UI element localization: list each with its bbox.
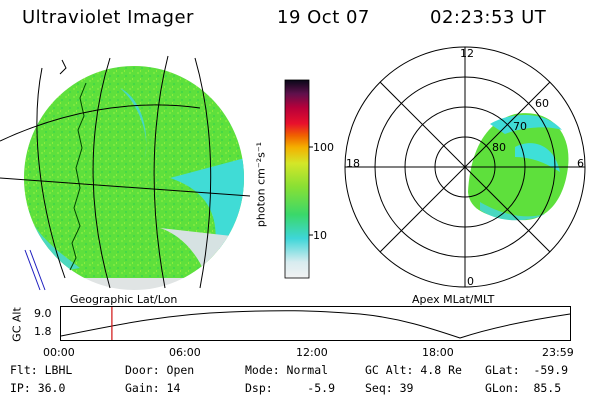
colorbar-unit-label: photon cm⁻²s⁻¹ bbox=[254, 141, 268, 228]
mlat-label-80: 80 bbox=[492, 141, 506, 154]
time-tick-0000: 00:00 bbox=[43, 346, 75, 359]
time-tick-1200: 12:00 bbox=[296, 346, 328, 359]
geo-grid bbox=[0, 55, 251, 289]
mode-value: Mode: Normal bbox=[245, 363, 329, 377]
time-tick-0600: 06:00 bbox=[169, 346, 201, 359]
altitude-axis-label: GC Alt bbox=[10, 307, 24, 342]
altitude-timeline-plot bbox=[60, 306, 571, 341]
colorbar-tick-10: 10 bbox=[313, 229, 327, 242]
gc-altitude-value: GC Alt: 4.8 Re bbox=[365, 363, 462, 377]
observation-date: 19 Oct 07 bbox=[277, 7, 370, 28]
polar-mlat-mlt-plot bbox=[344, 46, 586, 288]
mlat-label-70: 70 bbox=[513, 120, 527, 133]
mlt-label-12: 12 bbox=[460, 47, 474, 60]
instrument-title: Ultraviolet Imager bbox=[22, 7, 194, 28]
colorbar-tick-100: 100 bbox=[313, 141, 334, 154]
observation-time: 02:23:53 UT bbox=[430, 7, 547, 28]
mlt-label-6: 6 bbox=[577, 157, 584, 170]
colorbar bbox=[284, 79, 313, 279]
mlat-label-60: 60 bbox=[535, 97, 549, 110]
mlt-label-0: 0 bbox=[467, 275, 474, 288]
door-status: Door: Open bbox=[125, 363, 195, 377]
geo-latitude-value: GLat: -59.9 bbox=[485, 363, 569, 377]
time-tick-2359: 23:59 bbox=[542, 346, 574, 359]
dsp-value: Dsp: -5.9 bbox=[245, 381, 336, 395]
filter-value: Flt: LBHL bbox=[10, 363, 73, 377]
geographic-image-panel bbox=[0, 55, 251, 291]
mlt-label-18: 18 bbox=[346, 157, 360, 170]
gain-value: Gain: 14 bbox=[125, 381, 181, 395]
geographic-panel-label: Geographic Lat/Lon bbox=[70, 293, 178, 306]
ip-value: IP: 36.0 bbox=[10, 381, 66, 395]
altitude-tick-max: 9.0 bbox=[34, 307, 52, 320]
sequence-value: Seq: 39 bbox=[365, 381, 414, 395]
polar-grid bbox=[344, 46, 586, 288]
geo-longitude-value: GLon: 85.5 bbox=[485, 381, 562, 395]
polar-panel-label: Apex MLat/MLT bbox=[412, 293, 495, 306]
altitude-curve bbox=[60, 310, 571, 339]
altitude-tick-min: 1.8 bbox=[34, 325, 52, 338]
time-tick-1800: 18:00 bbox=[422, 346, 454, 359]
